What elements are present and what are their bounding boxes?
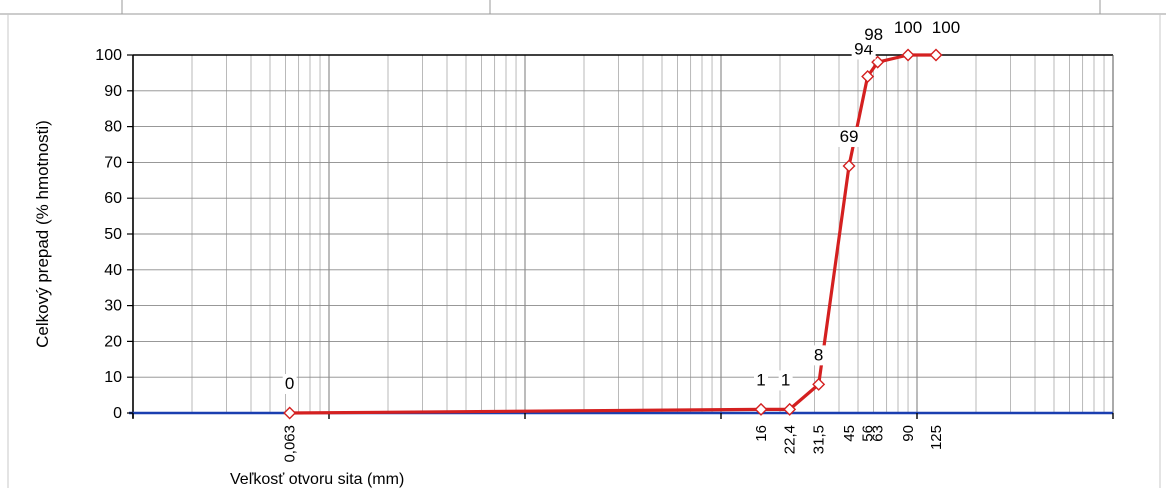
data-point	[283, 406, 297, 420]
data-label: 100	[932, 18, 960, 37]
data-label-background	[861, 25, 886, 46]
x-tick-label: 22,4	[782, 425, 799, 454]
data-label: 1	[756, 370, 765, 389]
data-label: 98	[864, 25, 883, 44]
y-tick-label: 70	[104, 154, 122, 171]
y-tick-label: 20	[104, 333, 122, 350]
data-point	[929, 48, 943, 62]
y-tick-label: 60	[104, 190, 122, 207]
x-axis-title: Veľkosť otvoru sita (mm)	[230, 471, 404, 488]
data-label-background	[837, 126, 862, 147]
axes	[127, 54, 1114, 419]
data-point	[783, 402, 797, 416]
data-point	[861, 69, 875, 83]
y-tick-label: 50	[104, 226, 122, 243]
y-tick-label: 40	[104, 262, 122, 279]
data-label-background	[928, 18, 963, 38]
y-tick-label: 100	[95, 47, 122, 64]
data-label: 100	[894, 18, 922, 37]
y-tick-label: 80	[104, 119, 122, 136]
x-tick-label: 16	[753, 425, 770, 442]
data-point	[842, 159, 856, 173]
x-tick-label: 125	[928, 425, 945, 450]
data-point	[754, 402, 768, 416]
x-tick-label: 0,063	[282, 425, 299, 463]
series	[283, 48, 943, 420]
data-label-background	[891, 18, 926, 38]
y-tick-label: 10	[104, 369, 122, 386]
x-tick-label: 63	[870, 425, 887, 442]
x-tick-label: 45	[841, 425, 858, 442]
x-tick-label: 90	[900, 425, 917, 442]
data-label: 1	[781, 370, 790, 389]
data-label-background	[754, 370, 769, 391]
y-tick-label: 90	[104, 83, 122, 100]
data-label: 8	[814, 345, 823, 364]
data-label-background	[282, 374, 297, 394]
grid	[132, 54, 1113, 413]
data-label: 0	[285, 374, 294, 393]
data-label: 69	[840, 127, 859, 146]
y-tick-label: 0	[113, 405, 122, 422]
y-tick-labels: 0 10 20 30 40 50 60 70 80 90 100	[95, 47, 122, 422]
y-tick-label: 30	[104, 298, 122, 315]
x-tick-label: 56	[860, 425, 877, 442]
data-label-background	[778, 370, 793, 391]
data-point	[901, 48, 915, 62]
data-point	[812, 377, 826, 391]
y-axis-title: Celkový prepad (% hmotnosti)	[33, 120, 52, 348]
x-tick-label: 31,5	[811, 425, 828, 454]
data-label-background	[811, 345, 826, 366]
